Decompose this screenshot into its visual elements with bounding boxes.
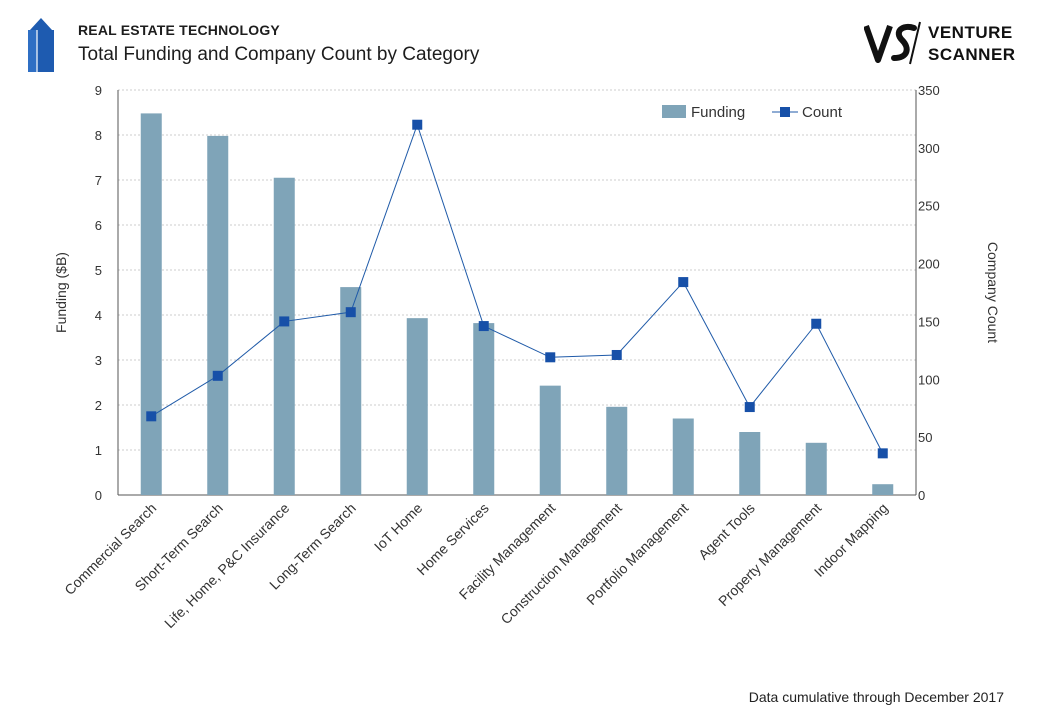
y2-tick-label: 100 <box>918 372 940 387</box>
y-tick-label: 1 <box>95 443 102 458</box>
y-axis-title: Funding ($B) <box>53 252 69 333</box>
chart-supertitle: REAL ESTATE TECHNOLOGY <box>78 22 280 38</box>
y2-tick-label: 200 <box>918 257 940 272</box>
bar-funding <box>473 323 495 495</box>
y-tick-label: 9 <box>95 83 102 98</box>
y2-tick-label: 150 <box>918 314 940 329</box>
x-category-label: Construction Management <box>497 500 624 627</box>
count-marker <box>146 411 157 422</box>
bar-funding <box>872 484 894 495</box>
y-tick-label: 7 <box>95 173 102 188</box>
bar-funding <box>539 385 561 495</box>
bar-funding <box>207 135 229 495</box>
count-marker <box>412 119 423 130</box>
y2-tick-label: 350 <box>918 83 940 98</box>
y-tick-label: 2 <box>95 398 102 413</box>
y-tick-label: 6 <box>95 218 102 233</box>
count-line <box>150 123 884 454</box>
bar-funding <box>606 406 628 495</box>
y-tick-label: 0 <box>95 488 102 503</box>
y-tick-label: 5 <box>95 263 102 278</box>
y-tick-label: 4 <box>95 308 102 323</box>
bar-funding <box>805 442 827 495</box>
chart-header: REAL ESTATE TECHNOLOGY Total Funding and… <box>24 16 1024 76</box>
count-marker <box>345 307 356 318</box>
venture-scanner-mark-icon <box>864 21 921 65</box>
count-marker <box>877 448 888 459</box>
footnote: Data cumulative through December 2017 <box>748 689 1004 705</box>
legend-marker-count <box>780 107 790 117</box>
y2-tick-label: 0 <box>918 488 925 503</box>
count-marker <box>744 402 755 413</box>
y2-tick-label: 50 <box>918 430 932 445</box>
brand-name: VENTURE SCANNER <box>928 22 1016 66</box>
count-marker <box>478 321 489 332</box>
brand-line-2: SCANNER <box>928 45 1016 64</box>
count-marker <box>545 352 556 363</box>
brand-logo: VENTURE SCANNER <box>864 20 1024 70</box>
x-category-label: Agent Tools <box>695 500 758 563</box>
legend-label-count: Count <box>802 104 843 121</box>
bar-funding <box>672 418 694 495</box>
y2-tick-label: 250 <box>918 199 940 214</box>
bar-funding <box>140 113 162 496</box>
y2-axis-title: Company Count <box>985 242 1001 343</box>
bar-funding <box>273 177 295 495</box>
bar-funding <box>340 287 362 495</box>
x-category-label: IoT Home <box>371 500 426 555</box>
count-marker <box>678 277 689 288</box>
x-category-label: Life, Home, P&C Insurance <box>161 500 292 631</box>
count-marker <box>811 318 822 329</box>
brand-line-1: VENTURE <box>928 23 1013 42</box>
chart-title: Total Funding and Company Count by Categ… <box>78 44 480 65</box>
bar-funding <box>406 318 428 495</box>
count-marker <box>212 370 223 381</box>
legend-label-funding: Funding <box>691 104 745 121</box>
y-tick-label: 8 <box>95 128 102 143</box>
building-icon <box>28 18 54 72</box>
y2-tick-label: 300 <box>918 141 940 156</box>
count-marker <box>279 316 290 327</box>
count-marker <box>611 349 622 360</box>
legend-swatch-funding <box>662 105 686 118</box>
y-tick-label: 3 <box>95 353 102 368</box>
bar-funding <box>739 432 761 495</box>
